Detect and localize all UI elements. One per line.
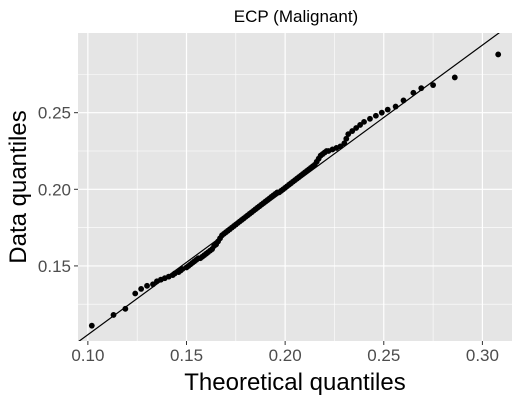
data-point [343, 135, 350, 142]
data-point [150, 281, 156, 288]
x-tick-label: 0.30 [466, 346, 499, 365]
x-tick-label: 0.20 [269, 346, 302, 365]
data-point [345, 131, 352, 138]
y-axis-title: Data quantiles [5, 110, 32, 263]
data-point [392, 103, 399, 110]
data-point [132, 290, 139, 297]
data-point [430, 82, 436, 88]
data-point [367, 115, 373, 122]
y-tick-label: 0.15 [38, 257, 71, 276]
data-point [138, 286, 145, 292]
chart-title: ECP (Malignant) [234, 7, 358, 26]
data-point [110, 312, 117, 318]
y-tick-label: 0.25 [38, 104, 71, 123]
data-point [122, 305, 129, 312]
data-point [341, 140, 348, 147]
data-point [361, 118, 367, 125]
plot-panel [78, 33, 512, 341]
data-point [349, 128, 356, 134]
x-tick-label: 0.10 [71, 346, 104, 365]
data-point [384, 106, 391, 113]
data-point [418, 85, 425, 92]
data-point [88, 322, 95, 329]
y-axis-ticks: 0.15 0.20 0.25 [38, 104, 78, 276]
y-tick-label: 0.20 [38, 180, 71, 199]
x-axis-ticks: 0.10 0.15 0.20 0.25 0.30 [71, 341, 499, 365]
x-axis-title: Theoretical quantiles [184, 369, 405, 396]
x-tick-label: 0.25 [367, 346, 400, 365]
data-point [144, 282, 150, 289]
data-point [372, 112, 379, 119]
data-point [357, 122, 363, 128]
data-point [353, 125, 360, 131]
data-point [337, 143, 344, 150]
data-point [410, 89, 417, 96]
data-point [400, 97, 407, 104]
data-points [88, 51, 502, 329]
x-tick-label: 0.15 [170, 346, 203, 365]
data-point [451, 74, 458, 81]
data-point [378, 109, 385, 116]
data-point [495, 51, 502, 58]
